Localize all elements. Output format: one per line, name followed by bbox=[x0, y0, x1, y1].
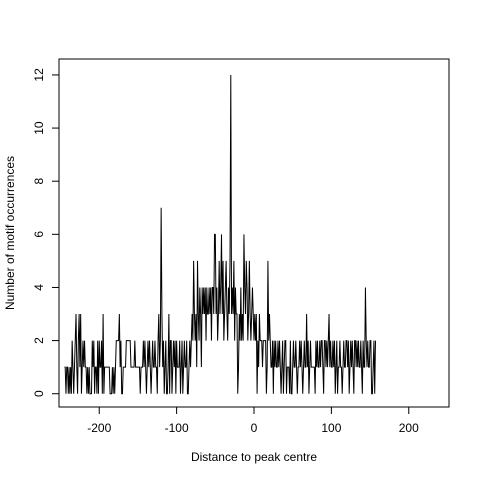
x-tick-label: 0 bbox=[251, 421, 258, 435]
x-tick-label: 200 bbox=[399, 421, 419, 435]
y-tick-label: 0 bbox=[32, 390, 46, 397]
y-tick-label: 6 bbox=[32, 231, 46, 238]
y-tick-label: 12 bbox=[32, 68, 46, 82]
y-tick-label: 4 bbox=[32, 284, 46, 291]
series-line bbox=[64, 74, 376, 395]
y-tick-label: 2 bbox=[32, 337, 46, 344]
y-axis-title: Number of motif occurrences bbox=[3, 156, 17, 310]
y-tick-label: 8 bbox=[32, 178, 46, 185]
x-axis: -200 -100 0 100 200 bbox=[87, 407, 419, 435]
y-axis: 0 2 4 6 8 10 12 bbox=[32, 68, 59, 397]
plot-box bbox=[58, 58, 450, 408]
x-tick-label: -200 bbox=[87, 421, 111, 435]
y-tick-label: 10 bbox=[32, 121, 46, 135]
x-tick-label: 100 bbox=[321, 421, 341, 435]
x-tick-label: -100 bbox=[165, 421, 189, 435]
x-axis-title: Distance to peak centre bbox=[191, 450, 317, 464]
